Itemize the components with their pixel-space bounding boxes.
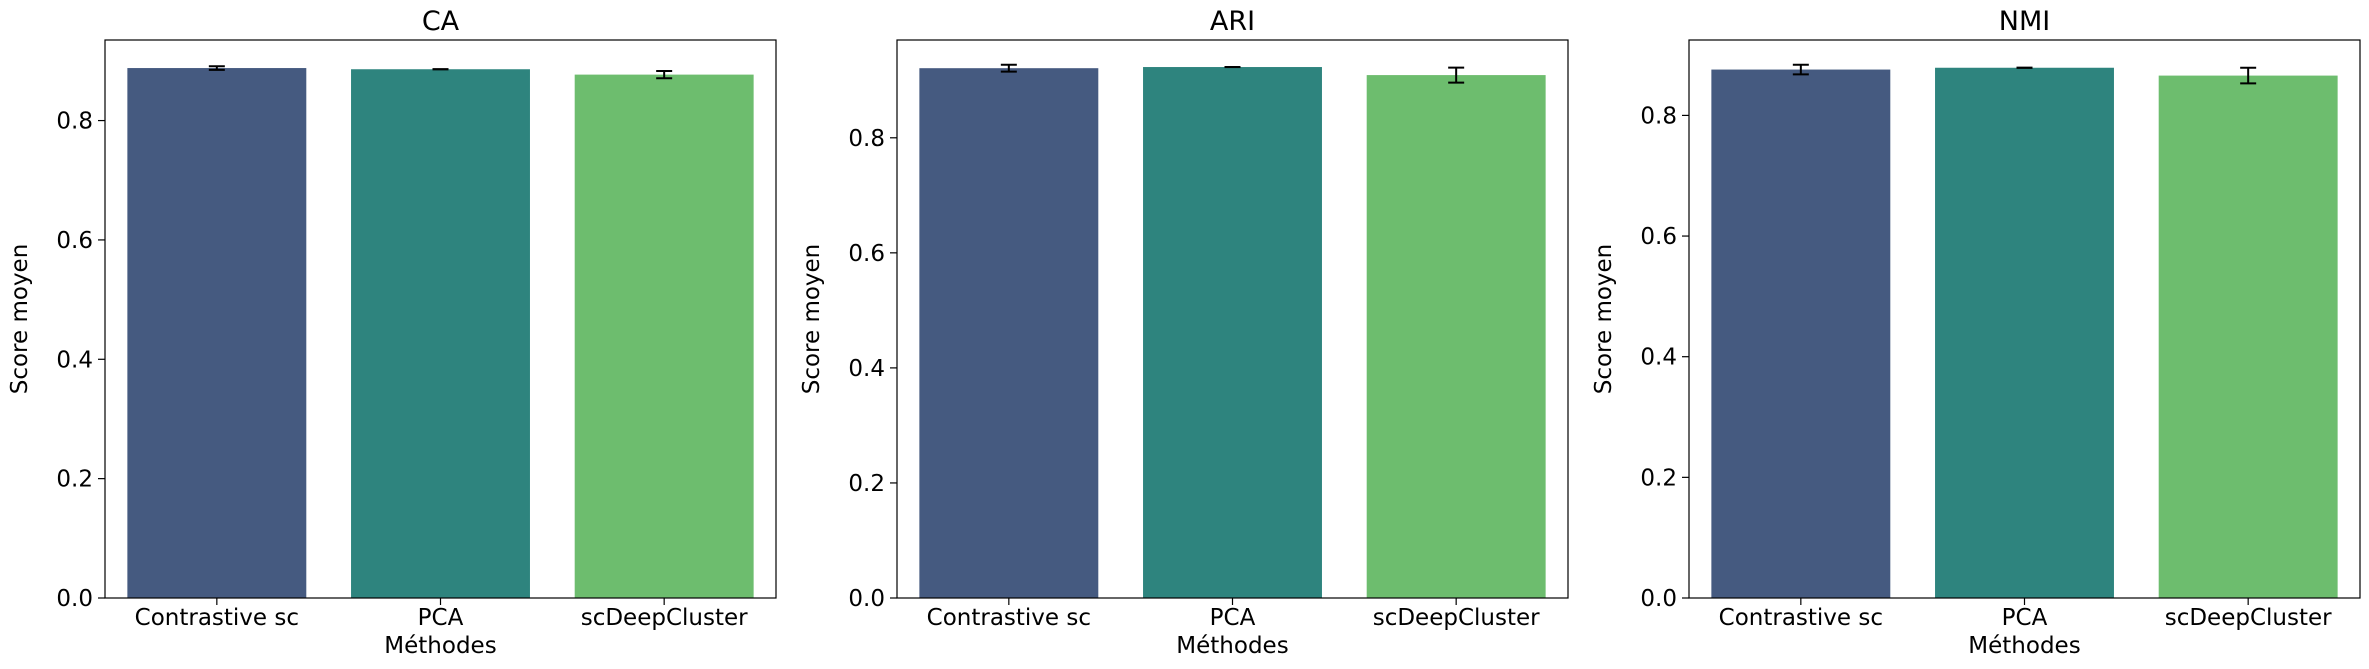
y-tick-label: 0.6	[1640, 224, 1677, 250]
bar-pca	[1143, 67, 1322, 599]
x-tick-label: Contrastive sc	[927, 605, 1091, 631]
x-axis-label: Méthodes	[1968, 633, 2080, 659]
y-axis-label: Score moyen	[799, 244, 825, 395]
y-tick-label: 0.8	[56, 109, 93, 135]
error-bar-scdeepcluster	[1448, 66, 1465, 84]
x-tick-label: PCA	[418, 605, 464, 631]
error-bar-scdeepcluster	[2240, 66, 2257, 85]
y-tick-label: 0.6	[848, 241, 885, 267]
x-tick-label: scDeepCluster	[2165, 605, 2332, 631]
chart-panel-ca: 0.0 0.2 0.4 0.6 0.8 Contrastive sc PCA scDeepCl…	[7, 6, 777, 659]
chart-panel-ari: 0.0 0.2 0.4 0.6 0.8 Contrastive sc PCA scDeepCl…	[799, 6, 1569, 659]
y-tick-label: 0.8	[1640, 103, 1677, 129]
bar-contrastive-sc	[127, 68, 307, 598]
y-tick-label: 0.4	[1640, 345, 1677, 371]
chart-title: CA	[422, 6, 460, 37]
x-tick-label: PCA	[1210, 605, 1256, 631]
bar-scdeepcluster	[1366, 75, 1546, 599]
y-tick-label: 0.2	[1640, 465, 1677, 491]
y-tick-label: 0.0	[1640, 586, 1677, 612]
y-tick-label: 0.2	[56, 467, 93, 493]
x-tick-label: PCA	[2002, 605, 2048, 631]
error-bar-contrastive-sc	[1792, 63, 1809, 76]
bar-pca	[1935, 67, 2114, 598]
x-tick-label: scDeepCluster	[581, 605, 748, 631]
chart-title: NMI	[1999, 6, 2050, 37]
bar-scdeepcluster	[2158, 75, 2338, 598]
bar-scdeepcluster	[574, 74, 754, 599]
x-axis-label: Méthodes	[384, 633, 496, 659]
error-bar-scdeepcluster	[656, 70, 673, 80]
error-bar-contrastive-sc	[208, 65, 225, 71]
y-tick-label: 0.4	[848, 356, 885, 382]
x-tick-label: Contrastive sc	[1719, 605, 1883, 631]
y-tick-label: 0.0	[56, 586, 93, 612]
bar-contrastive-sc	[1711, 69, 1891, 599]
chart-title: ARI	[1210, 6, 1255, 37]
y-tick-label: 0.2	[848, 471, 885, 497]
x-tick-label: Contrastive sc	[135, 605, 299, 631]
y-tick-label: 0.8	[848, 126, 885, 152]
bar-pca	[351, 69, 530, 598]
error-bar-contrastive-sc	[1000, 63, 1017, 73]
x-tick-label: scDeepCluster	[1373, 605, 1540, 631]
y-tick-label: 0.6	[56, 228, 93, 254]
y-axis-label: Score moyen	[1591, 244, 1617, 395]
y-axis-label: Score moyen	[7, 244, 33, 395]
chart-panel-nmi: 0.0 0.2 0.4 0.6 0.8 Contrastive sc PCA scDeepCl…	[1591, 6, 2361, 659]
x-axis-label: Méthodes	[1176, 633, 1288, 659]
y-tick-label: 0.4	[56, 347, 93, 373]
bar-contrastive-sc	[919, 68, 1099, 599]
y-tick-label: 0.0	[848, 586, 885, 612]
